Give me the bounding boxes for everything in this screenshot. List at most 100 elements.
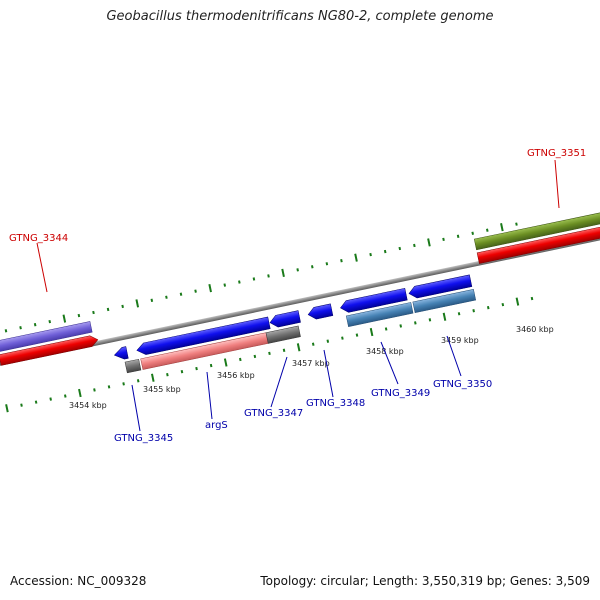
- gene-label-gtng-3350[interactable]: GTNG_3350: [433, 379, 492, 390]
- minor-tick: [63, 394, 67, 398]
- gene-label-leader: [36, 242, 48, 293]
- gene-gtng-3348-arrow[interactable]: [307, 303, 334, 321]
- major-tick: [62, 314, 67, 323]
- scale-label: 3456 kbp: [217, 371, 255, 380]
- minor-tick: [471, 231, 474, 235]
- minor-tick: [136, 379, 140, 383]
- minor-tick: [326, 339, 330, 343]
- minor-tick: [179, 292, 183, 296]
- minor-tick: [194, 289, 197, 293]
- gene-label-leader: [446, 335, 462, 377]
- minor-tick: [282, 348, 286, 352]
- minor-tick: [341, 336, 344, 340]
- gene-gtng-3347-bar[interactable]: [265, 325, 301, 344]
- map-title: Geobacillus thermodenitrificans NG80-2, …: [106, 9, 494, 24]
- gene-label-leader: [323, 349, 334, 398]
- gene-label-args[interactable]: argS: [205, 420, 228, 431]
- major-tick: [515, 297, 520, 306]
- minor-tick: [34, 400, 38, 404]
- minor-tick: [209, 363, 213, 368]
- gene-gtng-3344-bar[interactable]: [0, 321, 93, 353]
- gene-label-gtng-3344[interactable]: GTNG_3344: [9, 233, 68, 244]
- gene-label-gtng-3349[interactable]: GTNG_3349: [371, 388, 430, 399]
- minor-tick: [457, 312, 461, 316]
- gene-label-gtng-3348[interactable]: GTNG_3348: [306, 398, 365, 409]
- major-tick: [369, 327, 374, 337]
- minor-tick: [486, 228, 489, 232]
- minor-tick: [355, 333, 359, 337]
- major-tick: [442, 312, 447, 321]
- minor-tick: [472, 309, 475, 313]
- minor-tick: [106, 307, 110, 312]
- genome-backbone: [0, 224, 600, 377]
- gene-gtng-3351-bar[interactable]: [473, 208, 600, 251]
- major-tick: [354, 253, 358, 262]
- gene-gtng-3350-arrow[interactable]: [408, 274, 473, 300]
- gene-label-leader: [270, 356, 288, 408]
- gene-label-leader: [206, 371, 213, 420]
- gene-gtng-3344-arrow[interactable]: [0, 334, 99, 366]
- minor-tick: [515, 222, 518, 226]
- minor-tick: [413, 243, 416, 248]
- minor-tick: [267, 274, 270, 278]
- minor-tick: [239, 357, 242, 362]
- gene-label-leader: [554, 159, 560, 209]
- minor-tick: [49, 397, 52, 401]
- tick-row-bottom: [5, 296, 534, 413]
- topology-text: Topology: circular; Length: 3,550,319 bp…: [260, 574, 590, 588]
- minor-tick: [399, 324, 403, 328]
- minor-tick: [121, 304, 124, 309]
- gene-label-leader: [380, 341, 399, 385]
- minor-tick: [166, 373, 169, 377]
- minor-tick: [340, 259, 343, 263]
- major-tick: [296, 343, 301, 352]
- gene-label-gtng-3345[interactable]: GTNG_3345: [114, 433, 173, 444]
- scale-label: 3455 kbp: [143, 385, 181, 394]
- minor-tick: [20, 403, 23, 407]
- minor-tick: [93, 388, 96, 392]
- minor-tick: [252, 277, 256, 281]
- major-tick: [150, 373, 155, 382]
- minor-tick: [195, 366, 198, 371]
- minor-tick: [384, 327, 388, 331]
- minor-tick: [414, 321, 417, 325]
- minor-tick: [19, 326, 22, 330]
- minor-tick: [398, 246, 402, 251]
- major-tick: [281, 268, 285, 278]
- gene-small-arrow[interactable]: [113, 346, 129, 361]
- major-tick: [208, 283, 212, 293]
- scale-label: 3457 kbp: [292, 359, 330, 368]
- gene-label-gtng-3351[interactable]: GTNG_3351: [527, 148, 586, 159]
- minor-tick: [383, 249, 387, 254]
- minor-tick: [296, 268, 299, 272]
- gene-gtng-3350-bar[interactable]: [412, 289, 477, 314]
- minor-tick: [33, 323, 37, 327]
- minor-tick: [442, 237, 445, 242]
- minor-tick: [48, 319, 52, 324]
- major-tick: [5, 404, 9, 413]
- gene-args-arrow[interactable]: [136, 316, 271, 356]
- gene-gtng-3349-bar[interactable]: [345, 302, 414, 327]
- minor-tick: [310, 265, 314, 269]
- minor-tick: [4, 329, 8, 333]
- minor-tick: [150, 298, 154, 302]
- gene-gtng-3347-arrow[interactable]: [269, 310, 301, 329]
- tick-row-top: [4, 222, 518, 333]
- gene-gtng-3349-arrow[interactable]: [339, 288, 408, 313]
- gene-label-gtng-3347[interactable]: GTNG_3347: [244, 408, 303, 419]
- major-tick: [500, 223, 504, 232]
- scale-label: 3454 kbp: [69, 401, 107, 410]
- minor-tick: [238, 280, 241, 284]
- minor-tick: [428, 318, 432, 322]
- gene-gtng-3351-arrow[interactable]: [476, 222, 600, 264]
- gene-gtng-3345-bar[interactable]: [124, 358, 142, 374]
- minor-tick: [223, 283, 227, 287]
- gene-label-leader: [131, 384, 141, 432]
- scale-label: 3460 kbp: [516, 325, 554, 334]
- major-tick: [223, 358, 228, 367]
- minor-tick: [456, 234, 460, 238]
- minor-tick: [268, 351, 271, 356]
- major-tick: [135, 299, 140, 308]
